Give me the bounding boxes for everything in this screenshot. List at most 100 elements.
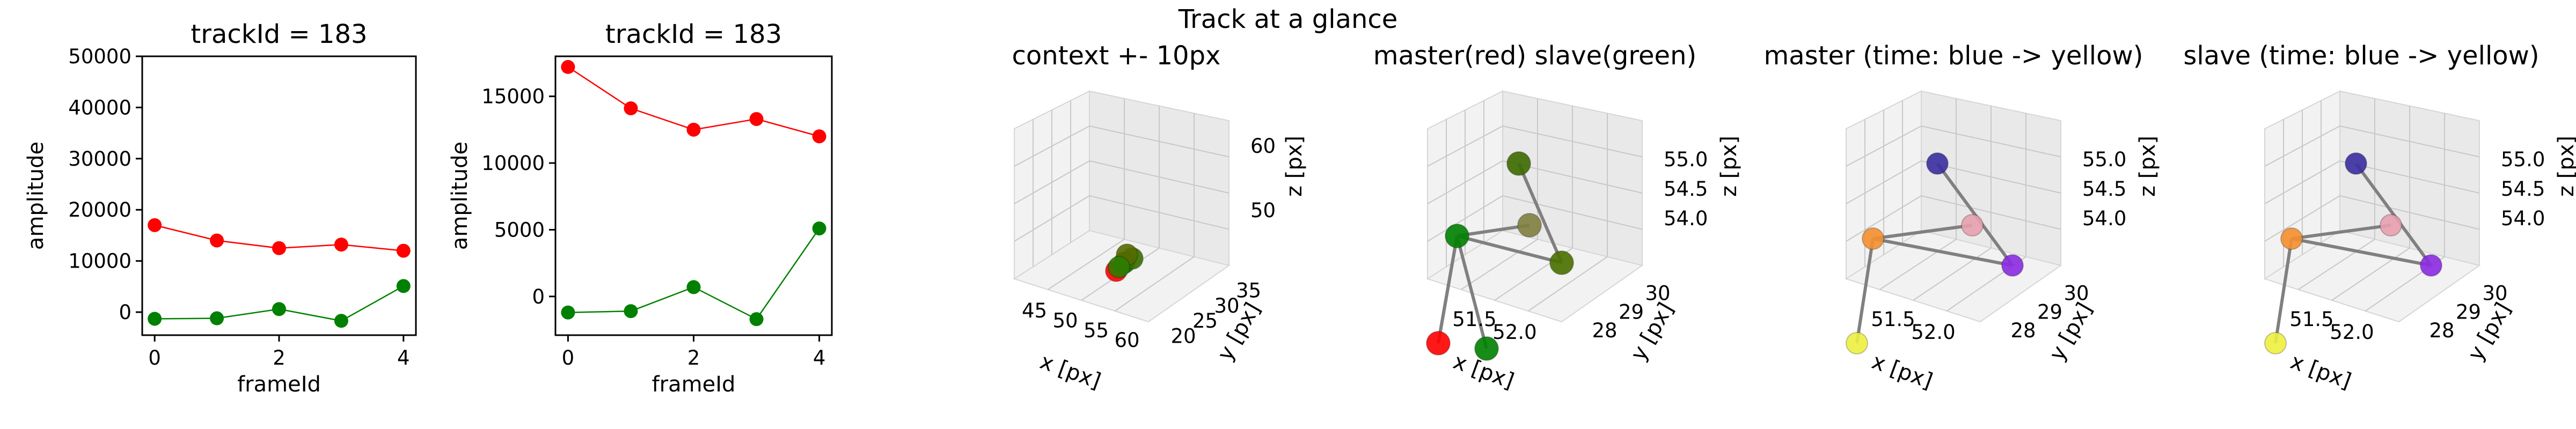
z-tick-label: 54.5	[2082, 177, 2126, 201]
trajectory-segment	[1936, 162, 2014, 267]
line-chart-2: trackId = 183 frameId amplitude 0 2 4 0 5000 100…	[448, 19, 833, 397]
y-tick-label: 28	[2010, 319, 2036, 342]
data-point	[2264, 332, 2287, 354]
trajectory-segment	[1872, 237, 2013, 267]
y-tick-label: 20000	[68, 198, 131, 221]
grid-line	[2331, 247, 2410, 301]
x-tick-label: 51.5	[1452, 308, 1496, 331]
trajectory-segment	[1457, 234, 1562, 264]
line-chart-1: trackId = 183 frameId amplitude 0 2 4 0 10000 20…	[24, 19, 417, 397]
grid-line	[1460, 239, 1538, 290]
3d-scatter-4: slave (time: blue -> yellow) 51.552.0 x [p…	[2183, 41, 2576, 394]
z-tick-label: 54.5	[1664, 177, 1708, 201]
chart-title: context +- 10px	[1012, 41, 1221, 71]
grid-line	[2264, 195, 2340, 242]
data-point	[1961, 214, 1984, 236]
x-tick-label: 60	[1114, 329, 1139, 352]
y-tick-label: 29	[2456, 300, 2481, 323]
data-point	[624, 101, 638, 116]
data-point	[148, 312, 162, 326]
z-tick-label: 55.0	[2082, 148, 2126, 171]
y-tick-label: 30	[2063, 282, 2089, 305]
x-axis-label: x [px]	[1869, 349, 1936, 394]
x-tick-label: 0	[562, 346, 575, 369]
trajectory-segment	[1872, 224, 1973, 240]
grid-line	[1427, 195, 1503, 242]
y-tick-label: 30	[1645, 282, 1670, 305]
grid-line	[1921, 195, 2061, 230]
floor-pane	[1845, 230, 2062, 323]
grid-line	[1913, 247, 1992, 301]
data-point	[1862, 227, 1884, 250]
chart-title: trackId = 183	[191, 19, 367, 49]
data-point	[2001, 254, 2024, 277]
grid-line	[1047, 239, 1125, 290]
data-point	[1846, 332, 1868, 354]
y-axis-label: amplitude	[24, 142, 48, 250]
x-tick-label: 2	[687, 346, 700, 369]
trajectory-segment	[1855, 238, 1875, 344]
data-point	[2380, 214, 2402, 236]
data-point	[334, 314, 348, 328]
y-tick-label: 29	[1619, 300, 1644, 323]
z-axis-label: z [px]	[2554, 136, 2576, 197]
z-tick-label: 54.0	[2082, 207, 2126, 230]
z-axis-label: z [px]	[1717, 136, 1741, 197]
trajectory-segment	[2291, 224, 2391, 240]
data-point	[210, 233, 224, 248]
data-point	[686, 280, 701, 294]
z-tick-label: 55.0	[2501, 148, 2545, 171]
y-axis-label: amplitude	[448, 142, 472, 250]
y-tick-label: 50000	[68, 45, 131, 68]
data-point	[1445, 224, 1469, 248]
chart-title: trackId = 183	[605, 19, 782, 49]
trajectory-segment	[1457, 224, 1530, 238]
floor-pane	[1426, 230, 1644, 323]
trajectory-segment	[1517, 162, 1563, 264]
x-tick-label: 51.5	[1871, 308, 1915, 331]
data-point	[334, 238, 348, 252]
x-tick-label: 2	[273, 346, 286, 369]
data-point	[396, 279, 411, 293]
y-tick-label: 20	[1170, 325, 1196, 348]
x-tick-label: 4	[813, 346, 826, 369]
data-point	[1426, 331, 1451, 356]
x-axis-label: x [px]	[1037, 349, 1104, 394]
x-tick-label: 45	[1022, 299, 1047, 322]
y-tick-label: 40000	[68, 96, 131, 119]
y-tick-label: 0	[532, 285, 545, 308]
y-tick-label: 10000	[68, 250, 131, 273]
grid-line	[2297, 239, 2375, 290]
grid-line	[1846, 195, 1922, 242]
y-tick-label: 30	[2482, 282, 2507, 305]
grid-line	[1114, 256, 1195, 312]
x-tick-label: 52.0	[1911, 321, 1955, 344]
grid-line	[1014, 160, 1090, 204]
series-line-2	[568, 228, 820, 320]
y-tick-label: 15000	[481, 85, 545, 108]
data-point	[1108, 256, 1130, 278]
chart-title: slave (time: blue -> yellow)	[2183, 41, 2539, 71]
z-axis-label: z [px]	[2135, 136, 2160, 197]
grid-line	[2339, 195, 2480, 230]
axes-frame	[141, 55, 417, 336]
grid-line	[1427, 160, 1503, 204]
z-tick-label: 54.0	[2501, 207, 2545, 230]
y-tick-label: 0	[119, 301, 131, 324]
data-point	[2420, 254, 2442, 277]
data-point	[1926, 152, 1949, 175]
chart-title: master(red) slave(green)	[1373, 41, 1696, 71]
data-point	[148, 218, 162, 232]
data-point	[624, 304, 638, 319]
data-point	[1549, 250, 1574, 275]
z-tick-label: 50	[1250, 199, 1276, 222]
x-axis-label: x [px]	[2287, 349, 2354, 394]
y-tick-label: 28	[1592, 319, 1617, 342]
data-point	[686, 122, 701, 137]
axes-frame	[554, 55, 833, 336]
data-point	[396, 243, 411, 258]
trajectory-segment	[2274, 238, 2293, 344]
floor-pane	[2263, 230, 2481, 323]
